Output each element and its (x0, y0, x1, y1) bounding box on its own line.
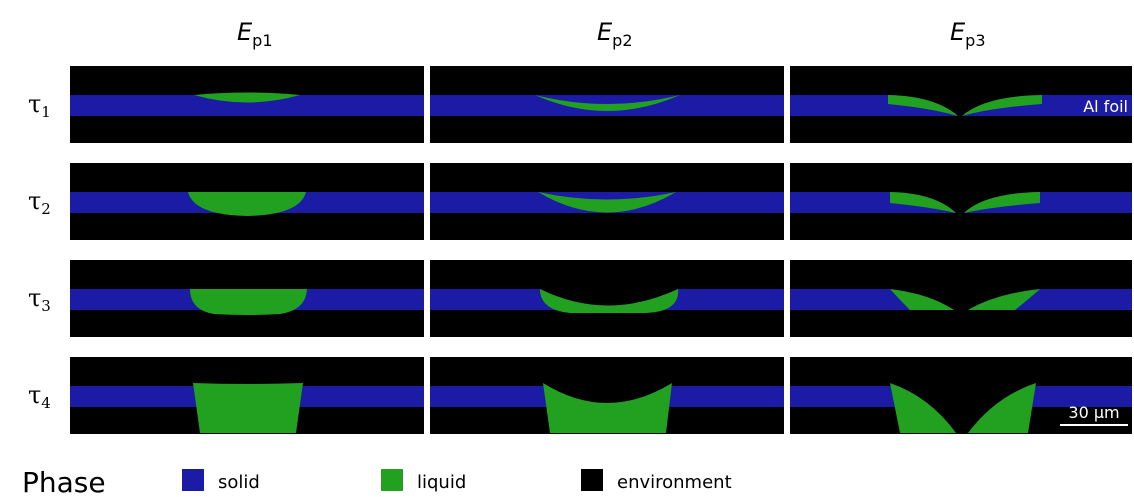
panel (70, 357, 424, 434)
panel-grid (70, 66, 1132, 434)
panel (790, 260, 1132, 337)
legend-swatch (381, 469, 403, 491)
legend-swatch (182, 469, 204, 491)
legend-swatch (581, 469, 603, 491)
column-header: Ep3 (950, 18, 986, 50)
row-label: τ4 (28, 381, 51, 412)
panel (790, 163, 1132, 240)
row-label: τ3 (28, 284, 51, 315)
legend: solid liquid environment (182, 469, 732, 493)
column-header: Ep1 (237, 18, 273, 50)
legend-label: liquid (417, 472, 466, 493)
panel (430, 260, 784, 337)
row-label: τ2 (28, 187, 51, 218)
panel (790, 66, 1132, 143)
panel (430, 357, 784, 434)
legend-label: solid (218, 472, 260, 493)
figure: Ep1 Ep2 Ep3 τ1 τ2 τ3 τ4 Al foil 30 μm Ph… (0, 0, 1134, 497)
panel (70, 66, 424, 143)
liquid-pool (193, 383, 303, 433)
legend-title: Phase (22, 466, 106, 497)
liquid-pool (190, 289, 307, 315)
scale-bar-label: 30 μm (1068, 403, 1119, 422)
panel (70, 260, 424, 337)
panel (790, 357, 1132, 434)
row-label: τ1 (28, 90, 51, 121)
legend-label: environment (617, 472, 732, 493)
annotation: Al foil (1083, 97, 1128, 116)
column-header: Ep2 (597, 18, 633, 50)
panel (70, 163, 424, 240)
panel (430, 163, 784, 240)
panel (430, 66, 784, 143)
